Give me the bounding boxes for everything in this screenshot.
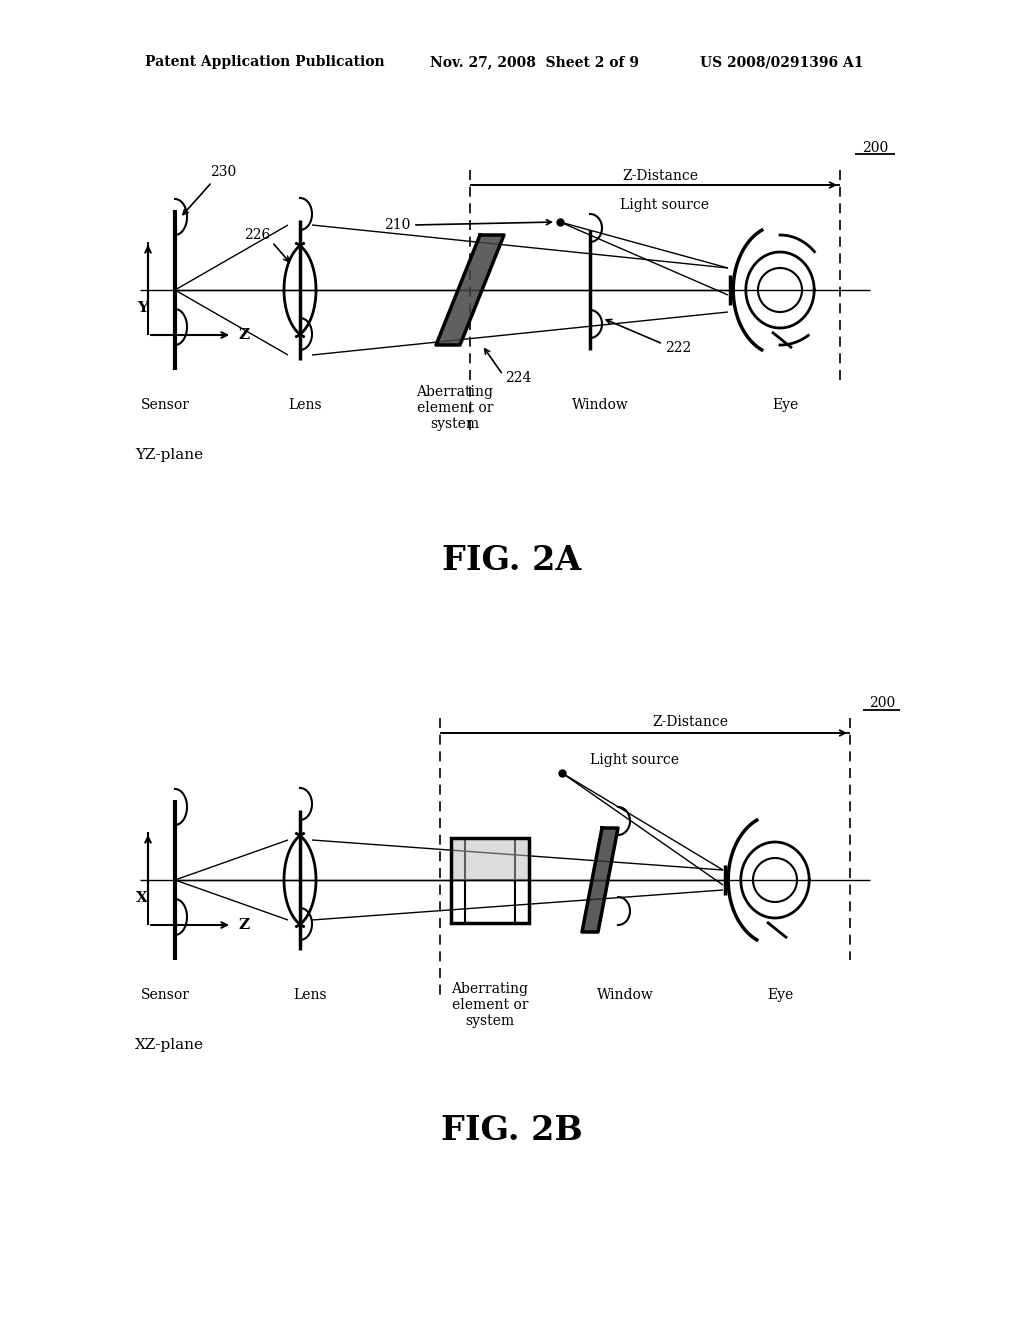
Text: 200: 200	[869, 696, 895, 710]
Text: 230: 230	[210, 165, 237, 180]
Text: 210: 210	[384, 218, 410, 232]
Text: Z-Distance: Z-Distance	[622, 169, 698, 183]
Text: Lens: Lens	[293, 987, 327, 1002]
Bar	[451, 838, 529, 880]
Text: Lens: Lens	[288, 399, 322, 412]
Text: 226: 226	[244, 228, 270, 242]
Text: Eye: Eye	[767, 987, 794, 1002]
Text: Sensor: Sensor	[140, 987, 189, 1002]
Text: Y: Y	[137, 301, 148, 315]
Bar	[451, 838, 529, 923]
Text: YZ-plane: YZ-plane	[135, 447, 203, 462]
Text: Eye: Eye	[772, 399, 798, 412]
Text: 200: 200	[862, 141, 888, 154]
Text: Light source: Light source	[590, 752, 679, 767]
Text: Nov. 27, 2008  Sheet 2 of 9: Nov. 27, 2008 Sheet 2 of 9	[430, 55, 639, 69]
Polygon shape	[582, 828, 618, 932]
Text: US 2008/0291396 A1: US 2008/0291396 A1	[700, 55, 863, 69]
Text: 222: 222	[665, 341, 691, 355]
Text: Z: Z	[238, 327, 249, 342]
Text: Z: Z	[238, 917, 249, 932]
Text: FIG. 2A: FIG. 2A	[442, 544, 582, 577]
Text: Z-Distance: Z-Distance	[652, 715, 728, 729]
Text: XZ-plane: XZ-plane	[135, 1038, 204, 1052]
Text: Aberrating
element or
system: Aberrating element or system	[452, 982, 528, 1028]
Text: Window: Window	[597, 987, 653, 1002]
Text: 224: 224	[505, 371, 531, 385]
Polygon shape	[436, 235, 504, 345]
Text: Light source: Light source	[620, 198, 709, 213]
Text: Sensor: Sensor	[140, 399, 189, 412]
Text: X: X	[136, 891, 148, 906]
Text: Window: Window	[571, 399, 629, 412]
Text: FIG. 2B: FIG. 2B	[441, 1114, 583, 1147]
Text: Patent Application Publication: Patent Application Publication	[145, 55, 385, 69]
Text: Aberrating
element or
system: Aberrating element or system	[417, 385, 494, 432]
